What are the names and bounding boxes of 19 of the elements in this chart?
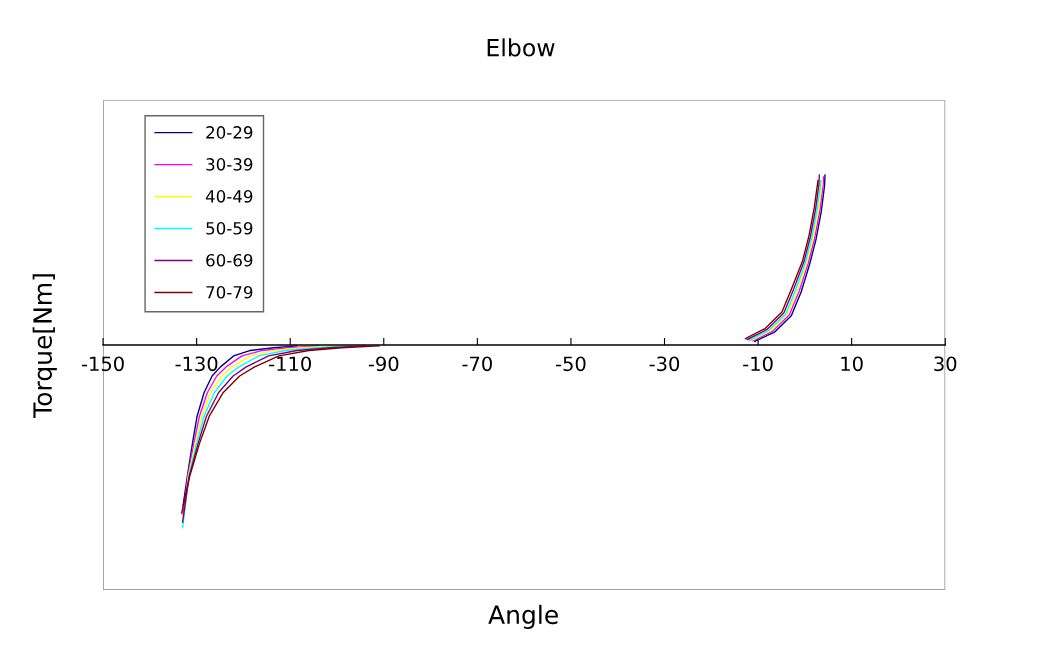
y-axis-title: Torque[Nm] <box>32 274 57 418</box>
x-tick-label: -50 <box>556 356 586 372</box>
x-tick-label: -70 <box>462 356 492 372</box>
legend-label: 70-79 <box>206 285 253 299</box>
x-axis-title: Angle <box>488 604 558 630</box>
legend-label: 50-59 <box>206 221 253 235</box>
x-tick-label: -110 <box>269 356 311 372</box>
x-tick-label: -130 <box>175 356 218 372</box>
legend-label: 30-39 <box>206 158 253 171</box>
legend-label: 60-69 <box>206 253 253 267</box>
x-tick-label: -90 <box>368 356 399 372</box>
x-tick-label: -150 <box>81 356 124 372</box>
x-tick-label: 10 <box>841 356 863 372</box>
x-tick-label: -30 <box>649 356 680 372</box>
chart-title: Elbow <box>487 38 555 57</box>
x-tick-label: 30 <box>934 356 957 372</box>
legend-label: 40-49 <box>205 190 253 203</box>
legend-label: 20-29 <box>206 126 253 139</box>
x-tick-label: -10 <box>743 356 773 372</box>
